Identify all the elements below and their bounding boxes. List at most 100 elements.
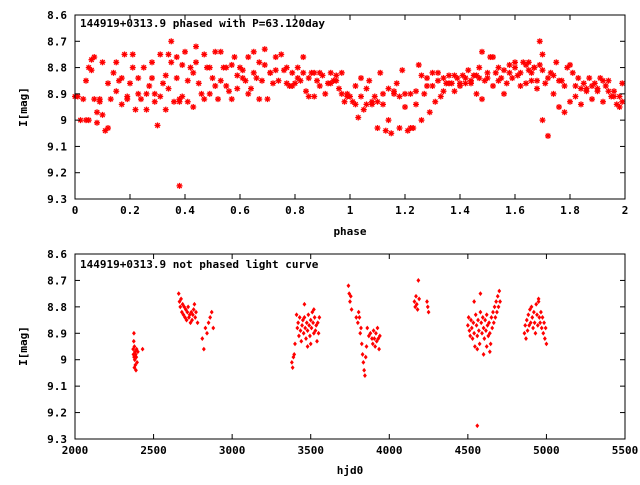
data-point xyxy=(132,106,139,113)
phased-y-tick-label: 8.8 xyxy=(47,62,67,75)
light-curve-y-tick-label: 9.2 xyxy=(47,407,67,420)
data-point xyxy=(94,109,100,116)
data-point xyxy=(171,98,177,105)
data-point xyxy=(105,125,111,132)
data-point xyxy=(454,75,461,82)
data-point xyxy=(223,64,230,71)
data-point xyxy=(289,359,294,365)
data-point xyxy=(245,90,252,97)
data-point xyxy=(407,125,414,132)
data-point xyxy=(512,64,518,71)
light-curve-y-tick-label: 9.1 xyxy=(47,380,67,393)
data-point xyxy=(611,93,617,100)
data-point xyxy=(239,67,246,74)
data-point xyxy=(131,338,136,344)
data-point xyxy=(184,77,191,84)
data-point xyxy=(616,93,623,100)
light-curve-chart-title: 144919+0313.9 not phased light curve xyxy=(80,258,319,271)
data-point xyxy=(523,322,528,328)
light-curve-y-tick-label: 9.3 xyxy=(47,433,67,446)
data-point xyxy=(309,325,314,331)
data-point xyxy=(179,296,183,302)
data-point xyxy=(315,320,320,326)
data-point xyxy=(245,54,252,61)
data-point xyxy=(363,101,370,108)
data-point xyxy=(250,69,257,76)
data-point xyxy=(362,367,367,373)
data-point xyxy=(468,333,473,339)
data-point xyxy=(322,90,329,97)
data-point xyxy=(305,75,312,82)
data-point xyxy=(569,69,576,76)
data-point xyxy=(501,67,507,74)
data-point xyxy=(480,315,485,320)
data-point xyxy=(469,317,473,323)
data-point xyxy=(374,330,378,336)
data-point xyxy=(223,82,230,89)
data-point xyxy=(561,109,568,116)
data-point xyxy=(234,72,241,79)
data-point xyxy=(368,330,373,336)
data-point xyxy=(272,67,279,74)
data-point xyxy=(474,322,479,328)
data-point xyxy=(99,111,106,118)
phased-y-tick-label: 9.2 xyxy=(47,167,67,180)
data-point xyxy=(462,80,469,87)
data-point xyxy=(179,61,186,68)
data-point xyxy=(301,330,306,336)
light-curve-y-tick-label: 8.9 xyxy=(47,327,67,340)
data-point xyxy=(572,82,579,89)
data-point xyxy=(371,328,376,334)
data-point xyxy=(203,325,208,331)
data-point xyxy=(157,93,164,100)
data-point xyxy=(465,67,472,74)
phased-y-tick-label: 9.1 xyxy=(47,140,67,153)
data-point xyxy=(473,312,478,318)
data-point xyxy=(539,117,546,124)
data-point xyxy=(304,320,309,326)
data-point xyxy=(370,336,374,341)
phased-x-tick-label: 0.8 xyxy=(285,204,305,217)
data-point xyxy=(542,80,549,87)
data-point xyxy=(567,98,573,105)
data-point xyxy=(193,59,199,66)
data-point xyxy=(435,77,441,84)
data-point xyxy=(391,88,397,95)
data-point xyxy=(298,328,303,334)
data-point xyxy=(380,90,386,97)
data-point xyxy=(283,80,290,87)
data-point xyxy=(132,344,137,349)
data-point xyxy=(132,365,137,371)
data-point xyxy=(295,325,300,331)
data-point xyxy=(154,122,161,129)
data-point xyxy=(162,106,169,113)
data-point xyxy=(157,51,164,58)
data-point xyxy=(181,312,186,318)
data-point xyxy=(619,80,626,87)
data-point xyxy=(512,59,518,66)
data-point xyxy=(479,96,485,103)
data-point xyxy=(346,283,351,289)
data-point xyxy=(118,75,125,82)
data-point xyxy=(382,127,389,134)
data-point xyxy=(492,304,497,310)
data-point xyxy=(107,96,114,103)
data-point xyxy=(179,93,186,100)
data-point xyxy=(312,315,317,320)
data-point xyxy=(259,77,265,84)
data-point xyxy=(424,75,430,82)
data-point xyxy=(183,307,188,312)
phased-x-tick-label: 1 xyxy=(347,204,354,217)
data-point xyxy=(589,96,595,103)
data-point xyxy=(466,315,471,320)
data-point xyxy=(418,72,425,79)
data-point xyxy=(465,322,470,328)
data-point xyxy=(176,98,183,105)
data-point xyxy=(91,54,98,61)
data-point xyxy=(363,85,370,92)
light-curve-x-tick-label: 5000 xyxy=(533,444,560,457)
data-point xyxy=(480,330,484,336)
data-point xyxy=(545,75,551,82)
data-point xyxy=(575,75,582,82)
data-point xyxy=(182,48,188,55)
